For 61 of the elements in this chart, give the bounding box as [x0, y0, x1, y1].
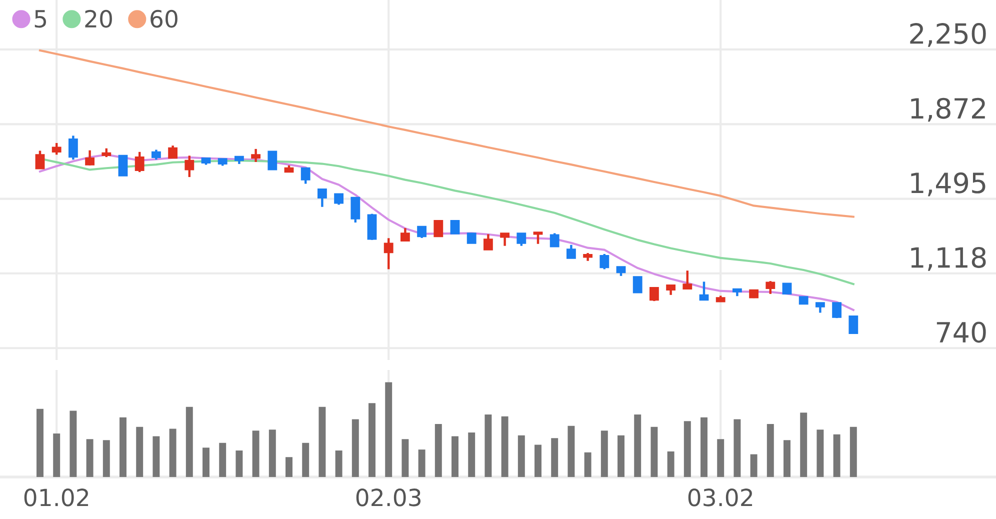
bar	[86, 439, 94, 477]
bar	[551, 438, 558, 477]
bar	[53, 433, 60, 477]
bar	[385, 382, 392, 477]
bar	[302, 442, 310, 477]
y-tick-label: 740	[936, 322, 986, 343]
bar	[352, 419, 359, 477]
bar	[452, 436, 458, 477]
bar	[850, 426, 857, 477]
bar	[568, 426, 575, 477]
y-tick-label: 1,118	[911, 246, 986, 271]
bar	[202, 448, 210, 477]
bar	[618, 435, 624, 477]
bar	[816, 430, 824, 477]
bar	[734, 419, 741, 477]
bar	[318, 406, 326, 477]
bar	[252, 430, 260, 477]
bar	[584, 452, 592, 477]
legend-label: 20	[85, 10, 112, 28]
bar	[236, 450, 243, 477]
bar	[268, 430, 276, 477]
bar	[717, 439, 724, 477]
y-tick-label: 1,495	[911, 172, 986, 196]
bar	[434, 424, 442, 477]
bar	[766, 424, 774, 477]
bar	[468, 432, 476, 477]
bar	[784, 440, 790, 477]
bar	[219, 442, 226, 477]
legend-label: 60	[150, 10, 178, 28]
bar	[70, 410, 77, 477]
bar	[402, 439, 409, 477]
bar	[534, 444, 542, 477]
x-tick-label: 03.02	[688, 488, 752, 506]
bar	[700, 417, 708, 477]
bar	[152, 436, 160, 477]
bar	[684, 421, 691, 477]
bar	[800, 412, 808, 477]
bar	[120, 417, 126, 477]
bar	[136, 426, 144, 477]
legend-label: 5	[34, 10, 46, 28]
bar	[750, 454, 758, 477]
bar	[186, 406, 193, 477]
bar	[418, 450, 426, 477]
bar	[36, 408, 44, 477]
bar	[286, 457, 292, 477]
bar	[335, 450, 342, 477]
bar	[634, 414, 642, 477]
x-tick-label: 01.02	[24, 488, 88, 506]
bar	[501, 416, 508, 477]
y-tick-label: 2,250	[910, 23, 986, 47]
bar	[600, 430, 608, 477]
bar	[368, 403, 376, 477]
bar	[484, 414, 492, 477]
bar	[667, 451, 674, 477]
bar	[102, 440, 110, 477]
bar	[650, 426, 658, 477]
bar	[518, 435, 525, 477]
bar	[169, 428, 176, 477]
y-tick-label: 1,872	[911, 98, 985, 122]
bar	[833, 434, 840, 477]
x-tick-label: 02.03	[356, 488, 421, 506]
